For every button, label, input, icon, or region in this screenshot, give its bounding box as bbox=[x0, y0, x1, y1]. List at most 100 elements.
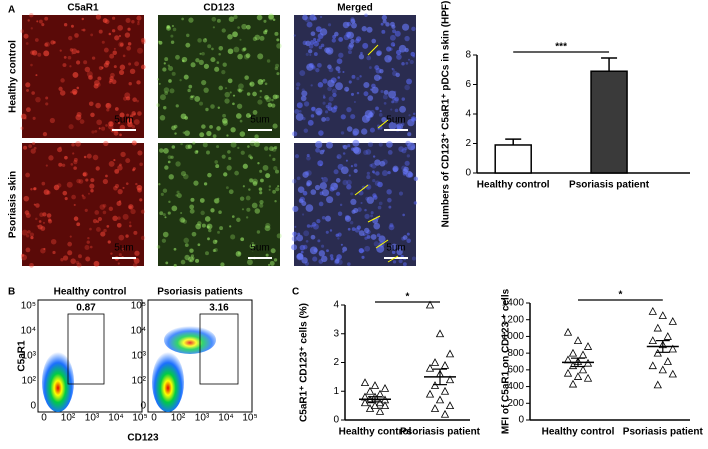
cell bbox=[348, 174, 351, 177]
flow-x-tick: 10² bbox=[171, 413, 186, 424]
cell bbox=[363, 150, 369, 156]
cell bbox=[91, 130, 95, 134]
cell bbox=[171, 125, 176, 131]
cell bbox=[118, 200, 122, 203]
cell bbox=[156, 78, 160, 81]
cell bbox=[105, 174, 108, 178]
cell bbox=[394, 96, 399, 102]
cell bbox=[58, 86, 63, 91]
cell bbox=[223, 172, 228, 177]
cell bbox=[340, 114, 346, 120]
panel-label: B bbox=[8, 287, 15, 298]
cell bbox=[406, 232, 410, 236]
cell bbox=[404, 84, 410, 91]
cell bbox=[180, 259, 186, 265]
cell bbox=[76, 86, 80, 90]
nucleus bbox=[407, 132, 412, 137]
cell bbox=[239, 38, 242, 41]
cell bbox=[271, 103, 276, 108]
cell bbox=[272, 157, 276, 161]
cell bbox=[230, 141, 237, 148]
nucleus bbox=[335, 178, 341, 183]
cell bbox=[36, 20, 39, 23]
cell bbox=[158, 183, 161, 186]
cell bbox=[238, 88, 243, 93]
cell bbox=[108, 121, 114, 127]
nucleus bbox=[386, 141, 393, 148]
cell bbox=[128, 82, 132, 86]
cell bbox=[86, 240, 90, 244]
cell bbox=[240, 150, 245, 155]
nucleus bbox=[353, 168, 358, 174]
cell bbox=[32, 116, 36, 120]
cell bbox=[68, 124, 74, 130]
cell bbox=[79, 119, 85, 125]
cell bbox=[378, 112, 383, 117]
cell bbox=[25, 247, 31, 253]
cell bbox=[90, 178, 95, 183]
cell bbox=[390, 42, 396, 47]
cell bbox=[106, 225, 110, 228]
nucleus bbox=[381, 14, 388, 21]
point bbox=[375, 398, 385, 407]
cell bbox=[133, 119, 140, 125]
cell bbox=[306, 155, 311, 161]
nucleus bbox=[296, 253, 304, 261]
cell bbox=[322, 101, 326, 105]
cell bbox=[350, 92, 355, 96]
nucleus bbox=[315, 140, 323, 149]
cell bbox=[102, 18, 108, 24]
cell bbox=[114, 35, 120, 41]
cell bbox=[116, 222, 122, 228]
cell bbox=[199, 101, 204, 106]
cell bbox=[34, 38, 39, 42]
cell bbox=[213, 248, 218, 252]
cell bbox=[321, 216, 326, 220]
cell bbox=[224, 91, 231, 98]
cell bbox=[232, 31, 238, 38]
flow-y-tick: 10⁴ bbox=[131, 326, 146, 337]
channel-label: CD123 bbox=[203, 3, 235, 14]
cell bbox=[211, 47, 214, 51]
cell bbox=[189, 248, 194, 253]
cell bbox=[108, 32, 112, 36]
nucleus bbox=[379, 160, 386, 167]
cell bbox=[325, 105, 329, 109]
cell bbox=[103, 47, 109, 53]
cell bbox=[105, 103, 110, 108]
cell bbox=[234, 170, 239, 176]
cell bbox=[76, 111, 82, 117]
nucleus bbox=[342, 21, 350, 29]
cell bbox=[140, 37, 146, 43]
cell bbox=[126, 45, 131, 51]
cell bbox=[96, 82, 101, 87]
cell bbox=[23, 195, 30, 202]
cell bbox=[175, 161, 181, 167]
cell bbox=[377, 181, 383, 188]
cell bbox=[101, 126, 106, 131]
nucleus bbox=[342, 144, 348, 150]
cell bbox=[268, 185, 272, 188]
cell bbox=[114, 107, 119, 111]
cell bbox=[41, 181, 46, 186]
nucleus bbox=[315, 107, 323, 116]
cell bbox=[303, 101, 310, 107]
cell bbox=[156, 245, 161, 249]
cell bbox=[133, 113, 136, 116]
cell bbox=[57, 147, 63, 153]
significance: *** bbox=[555, 42, 567, 53]
cell bbox=[369, 163, 373, 168]
cell bbox=[259, 96, 262, 99]
cell bbox=[259, 89, 263, 93]
cell bbox=[76, 60, 81, 65]
cell bbox=[188, 84, 193, 89]
cell bbox=[53, 40, 56, 44]
cell bbox=[210, 57, 216, 63]
point bbox=[668, 344, 677, 353]
cell bbox=[176, 193, 182, 199]
nucleus bbox=[379, 69, 384, 74]
cell bbox=[232, 102, 235, 106]
cell bbox=[215, 164, 220, 169]
cell bbox=[50, 40, 55, 45]
nucleus bbox=[384, 55, 392, 63]
